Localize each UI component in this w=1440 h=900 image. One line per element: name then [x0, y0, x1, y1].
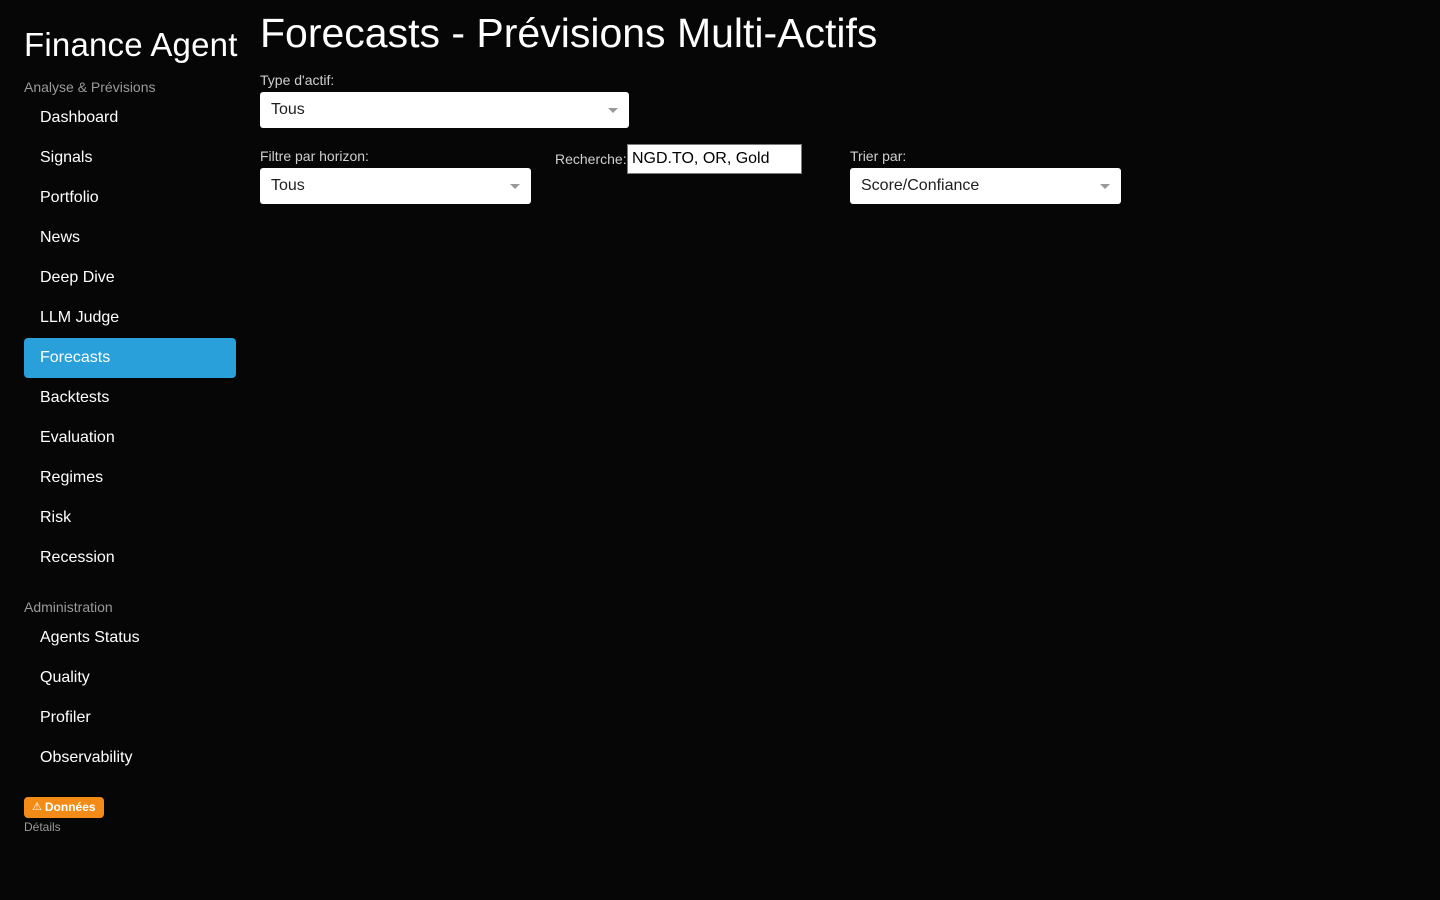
chevron-down-icon: [1100, 184, 1110, 189]
sidebar-item-dashboard[interactable]: Dashboard: [40, 109, 119, 126]
sidebar-item-quality[interactable]: Quality: [40, 669, 90, 686]
sidebar-item-regimes[interactable]: Regimes: [40, 469, 104, 486]
warning-icon: ⚠: [32, 801, 42, 813]
sidebar-item-recession[interactable]: Recession: [40, 549, 115, 566]
sidebar-item-llm-judge[interactable]: LLM Judge: [40, 309, 120, 326]
sidebar-item-portfolio[interactable]: Portfolio: [40, 189, 99, 206]
sidebar-item-observability[interactable]: Observability: [40, 749, 133, 766]
brand-title: Finance Agent: [24, 26, 238, 63]
sidebar-item-deep-dive[interactable]: Deep Dive: [40, 269, 115, 286]
section-title-analysis: Analyse & Prévisions: [24, 79, 156, 95]
sidebar-item-evaluation[interactable]: Evaluation: [40, 429, 115, 446]
horizon-filter-select[interactable]: Tous: [260, 168, 531, 204]
asset-type-select[interactable]: Tous: [260, 92, 629, 128]
sidebar-item-risk[interactable]: Risk: [40, 509, 72, 526]
horizon-filter-label: Filtre par horizon:: [260, 148, 369, 164]
sidebar-item-backtests[interactable]: Backtests: [40, 389, 110, 406]
chevron-down-icon: [608, 108, 618, 113]
data-warning-badge[interactable]: ⚠ Données: [24, 797, 104, 818]
sidebar-item-news[interactable]: News: [40, 229, 81, 246]
asset-type-label: Type d'actif:: [260, 72, 335, 88]
sidebar-item-profiler[interactable]: Profiler: [40, 709, 91, 726]
search-label: Recherche:: [555, 151, 627, 167]
sidebar-item-agents-status[interactable]: Agents Status: [40, 629, 140, 646]
details-link[interactable]: Détails: [24, 820, 61, 834]
search-input[interactable]: [627, 144, 802, 174]
section-title-administration: Administration: [24, 599, 113, 615]
sort-value: Score/Confiance: [861, 177, 980, 194]
page-title: Forecasts - Prévisions Multi-Actifs: [260, 10, 878, 56]
horizon-filter-value: Tous: [271, 177, 305, 194]
chevron-down-icon: [510, 184, 520, 189]
data-warning-badge-label: Données: [44, 800, 96, 814]
sidebar: Finance Agent Analyse & Prévisions Dashb…: [0, 0, 248, 900]
asset-type-value: Tous: [271, 101, 305, 118]
sidebar-item-forecasts[interactable]: Forecasts: [24, 338, 236, 378]
sidebar-item-signals[interactable]: Signals: [40, 149, 93, 166]
sort-label: Trier par:: [850, 148, 907, 164]
sort-select[interactable]: Score/Confiance: [850, 168, 1121, 204]
